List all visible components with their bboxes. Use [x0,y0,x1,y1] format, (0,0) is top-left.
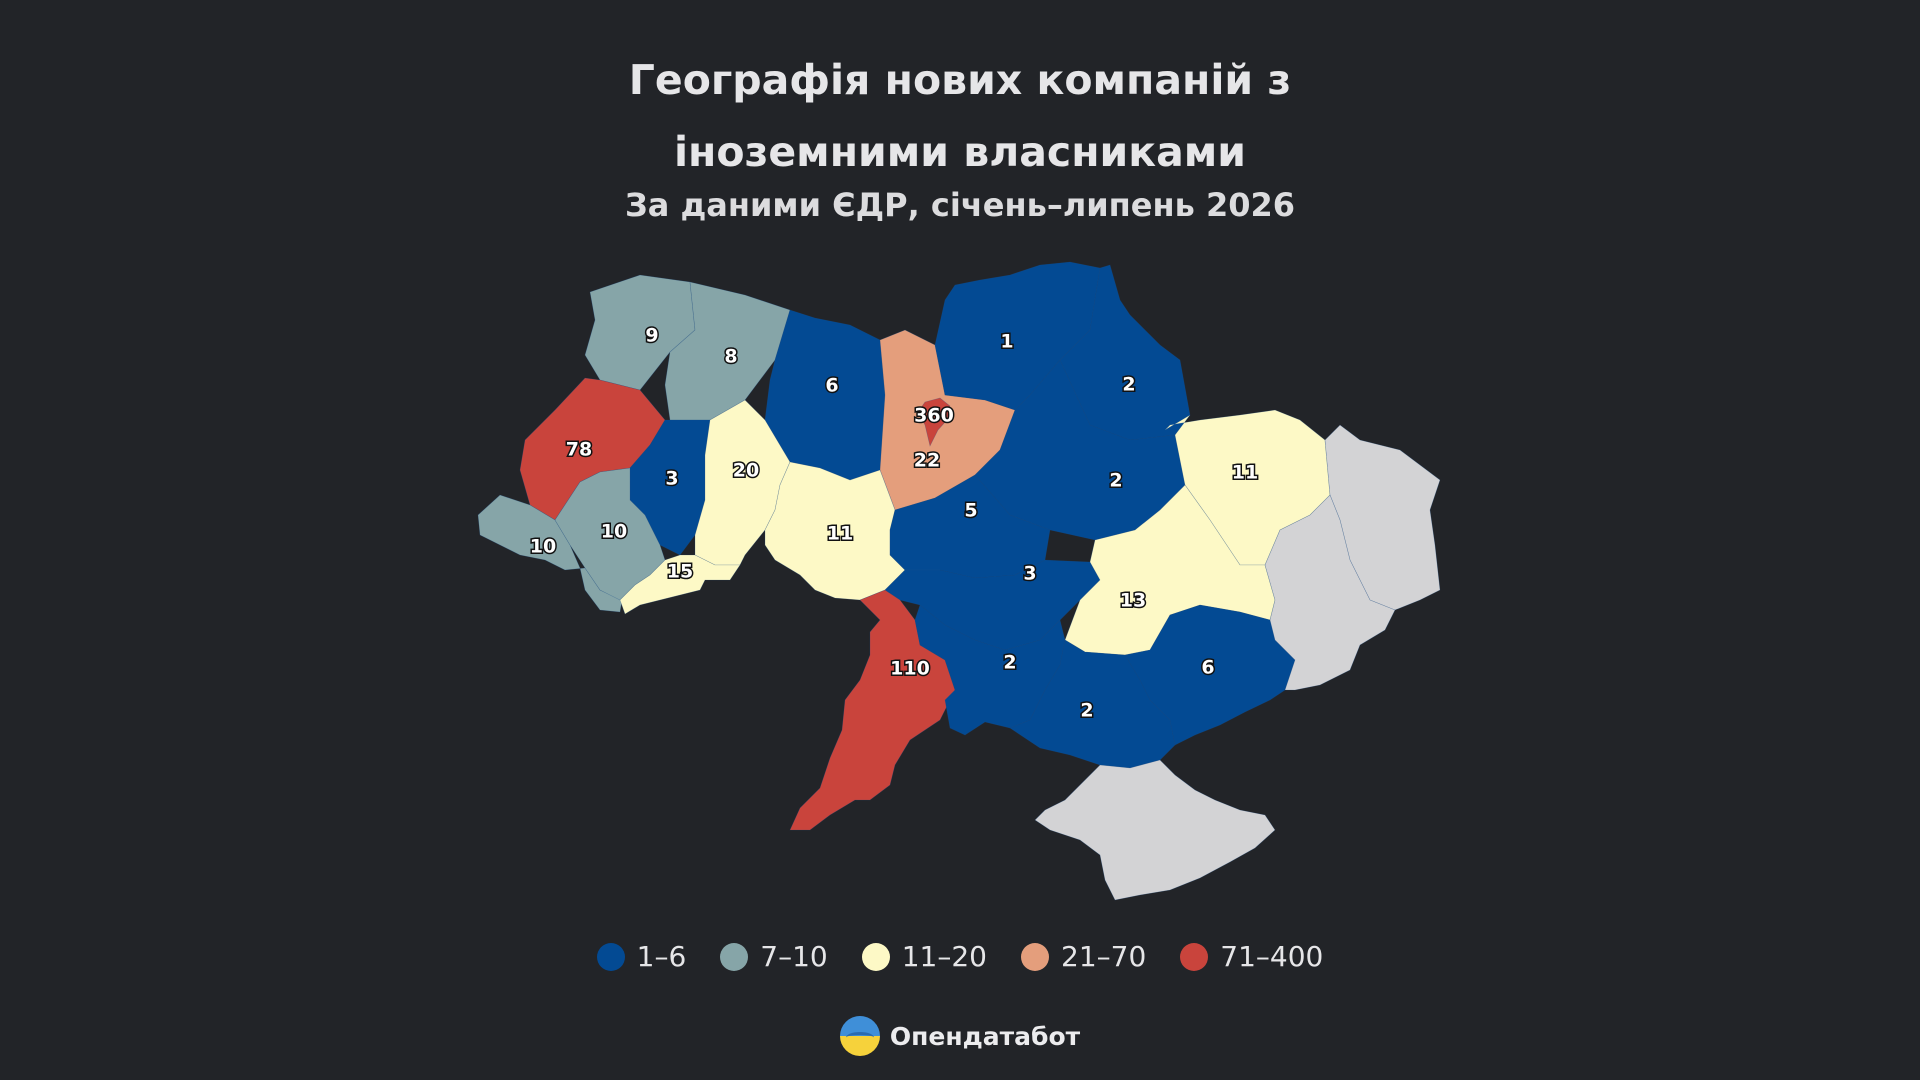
region-kharkiv-value: 11 [1232,462,1258,484]
map-title: Географія нових компаній з іноземними вл… [0,44,1920,188]
region-khmelnytskyi-value: 20 [733,460,759,482]
region-cherkasy-value: 5 [964,500,977,522]
map-title-line-2: іноземними власниками [674,128,1246,176]
region-kyiv-city [917,397,951,447]
legend-item: 7–10 [720,940,828,973]
region-crimea [1034,759,1276,901]
region-sumy-value: 2 [1122,374,1135,396]
legend-swatch [720,942,749,971]
legend-label: 7–10 [760,940,828,973]
legend-swatch [596,942,625,971]
region-chernihiv-value: 1 [1000,331,1013,353]
map-legend: 1–6 7–10 11–20 21–70 71–400 [0,940,1920,973]
region-zhytomyr-value: 6 [825,375,838,397]
legend-swatch [1180,942,1209,971]
region-kyiv-city-value: 360 [914,405,954,427]
legend-swatch [1021,942,1049,971]
brand-footer: Опендатабот [0,1016,1920,1056]
map-title-line-1: Географія нових компаній з [628,56,1292,104]
region-zaporizhzhia-value: 6 [1201,657,1214,679]
legend-item: 21–70 [1021,940,1146,973]
legend-label: 21–70 [1061,940,1147,973]
region-zaporizhzhia [1124,604,1296,746]
region-kyiv-oblast-value: 22 [914,450,940,472]
region-zakarpattia-value: 10 [530,536,556,558]
region-volyn-value: 9 [645,325,658,347]
region-dnipropetrovsk-value: 13 [1120,590,1146,612]
region-odesa-value: 110 [890,658,930,680]
region-donetsk [1264,494,1396,691]
region-lviv-value: 78 [566,439,592,461]
region-khmelnytskyi [694,399,791,566]
map-subtitle: За даними ЄДР, січень–липень 2026 [624,186,1296,224]
legend-label: 71–400 [1220,940,1324,973]
region-mykolaiv-value: 2 [1003,652,1016,674]
region-kherson-value: 2 [1080,700,1093,722]
region-vinnytsia-value: 11 [827,523,853,545]
region-ternopil-value: 3 [665,468,678,490]
region-poltava-value: 2 [1109,470,1122,492]
legend-item: 71–400 [1180,940,1323,973]
region-volyn [584,274,696,391]
region-kirovohrad-value: 3 [1023,563,1036,585]
opendatabot-logo-icon [839,1016,880,1056]
legend-item: 1–6 [596,940,687,973]
legend-label: 11–20 [901,940,987,973]
legend-swatch [861,942,890,971]
region-rivne-value: 8 [724,346,737,368]
region-chernivtsi [619,554,741,615]
legend-item: 11–20 [861,940,987,973]
brand-name: Опендатабот [889,1021,1081,1051]
region-ivano-frankivsk-value: 10 [601,521,627,543]
legend-label: 1–6 [636,940,687,973]
region-chernivtsi-value: 15 [667,561,693,583]
